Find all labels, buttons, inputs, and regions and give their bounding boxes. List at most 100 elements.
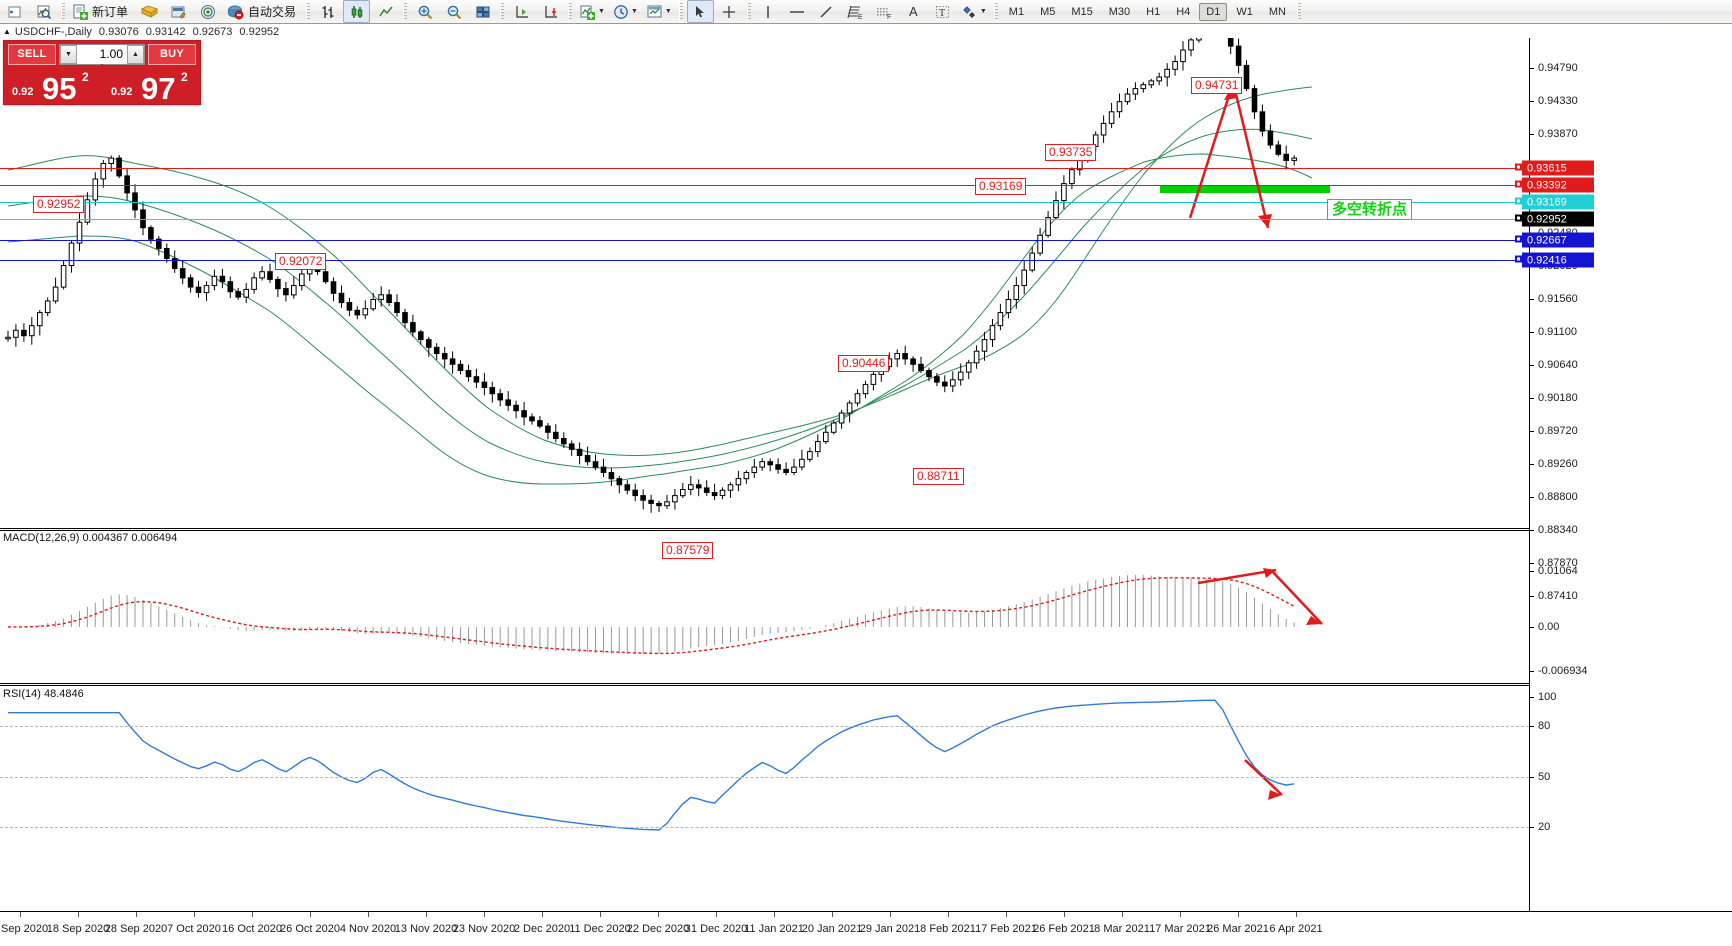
collapse-triangle-icon[interactable]: ▲ bbox=[3, 27, 11, 36]
rsi-pane[interactable]: RSI(14) 48.4846 bbox=[0, 687, 1529, 849]
price-badge-value: 0.93392 bbox=[1527, 179, 1567, 191]
buy-button[interactable]: BUY bbox=[148, 43, 196, 65]
price-annotation[interactable]: 0.87579 bbox=[662, 542, 714, 559]
templates-button[interactable]: ▼ bbox=[643, 0, 675, 23]
volume-decrease-button[interactable]: ▼ bbox=[60, 44, 77, 64]
volume-input[interactable]: 1.00 bbox=[99, 47, 123, 61]
trendline-tool[interactable] bbox=[813, 0, 840, 23]
timeframe-h1-button[interactable]: H1 bbox=[1146, 5, 1161, 18]
sell-button[interactable]: SELL bbox=[8, 43, 56, 65]
line-chart-button[interactable] bbox=[372, 0, 399, 23]
text-tool[interactable]: A bbox=[900, 0, 927, 23]
shapes-tool[interactable]: ▼ bbox=[958, 0, 990, 23]
buy-price[interactable]: 0.92 97 2 bbox=[103, 64, 200, 104]
volume-increase-button[interactable]: ▲ bbox=[127, 44, 144, 64]
horizontal-level-line[interactable] bbox=[0, 260, 1529, 261]
auto-scroll-button[interactable] bbox=[537, 0, 564, 23]
level-handle-icon[interactable] bbox=[1515, 255, 1522, 263]
market-watch-button[interactable] bbox=[30, 0, 57, 23]
level-handle-icon[interactable] bbox=[1515, 235, 1522, 243]
price-annotation[interactable]: 0.93735 bbox=[1045, 144, 1097, 161]
timeframe-m1-button[interactable]: M1 bbox=[1008, 5, 1025, 18]
cursor-tool[interactable] bbox=[686, 0, 714, 23]
horizontal-level-line[interactable] bbox=[0, 219, 1529, 220]
timeframe-m15-button[interactable]: M15 bbox=[1071, 5, 1093, 18]
date-tick bbox=[948, 912, 949, 917]
price-pane[interactable] bbox=[0, 38, 1529, 528]
support-zone-rect[interactable] bbox=[1160, 185, 1330, 193]
tile-windows-button[interactable] bbox=[469, 0, 496, 23]
period-button[interactable]: ▼ bbox=[610, 0, 641, 23]
price-annotation[interactable]: 0.92072 bbox=[275, 253, 327, 270]
chevron-down-icon[interactable]: ▼ bbox=[630, 8, 638, 15]
level-handle-icon[interactable] bbox=[1515, 163, 1522, 171]
timeframe-w1-button[interactable]: W1 bbox=[1236, 5, 1253, 18]
timeframe-m30-button[interactable]: M30 bbox=[1108, 5, 1131, 18]
fibonacci-tool[interactable]: E bbox=[842, 0, 869, 23]
rsi-projection-arrow[interactable] bbox=[1244, 759, 1283, 800]
horizontal-line-tool[interactable] bbox=[784, 0, 811, 23]
level-handle-icon[interactable] bbox=[1515, 214, 1522, 222]
signals-button[interactable] bbox=[194, 0, 221, 23]
metaeditor-button[interactable] bbox=[165, 0, 192, 23]
volume-stepper[interactable]: ▼ 1.00 ▲ bbox=[59, 43, 145, 65]
chevron-down-icon[interactable]: ▼ bbox=[598, 8, 605, 15]
zoom-in-icon bbox=[418, 5, 432, 19]
zoom-out-button[interactable] bbox=[440, 0, 467, 23]
vertical-line-tool[interactable] bbox=[755, 0, 782, 23]
equidistant-channel-tool[interactable]: F bbox=[871, 0, 898, 23]
price-badge-value: 0.93615 bbox=[1527, 162, 1567, 174]
level-handle-icon[interactable] bbox=[1515, 180, 1522, 188]
horizontal-level-line[interactable] bbox=[0, 240, 1529, 241]
chart-container[interactable]: MACD(12,26,9) 0.004367 0.006494 RSI(14) … bbox=[0, 38, 1732, 946]
horizontal-level-line[interactable] bbox=[0, 202, 1529, 203]
chevron-down-icon[interactable]: ▼ bbox=[664, 8, 672, 15]
price-badge[interactable]: 0.93615 bbox=[1515, 160, 1594, 176]
price-annotation[interactable]: 0.93169 bbox=[975, 178, 1027, 195]
macd-pane[interactable]: MACD(12,26,9) 0.004367 0.006494 bbox=[0, 531, 1529, 683]
sell-price[interactable]: 0.92 95 2 bbox=[4, 64, 101, 104]
level-handle-icon[interactable] bbox=[1515, 197, 1522, 205]
text-label-tool[interactable]: T bbox=[929, 0, 956, 23]
chevron-down-icon[interactable]: ▼ bbox=[979, 8, 987, 15]
chart-shift-button[interactable] bbox=[508, 0, 535, 23]
price-annotation[interactable]: 0.90446 bbox=[838, 355, 890, 372]
price-annotation[interactable]: 0.92952 bbox=[33, 196, 85, 213]
ohlc-close: 0.92952 bbox=[239, 25, 280, 38]
price-badge-value: 0.92416 bbox=[1527, 254, 1567, 266]
timeframe-mn-button[interactable]: MN bbox=[1268, 5, 1286, 18]
expert-advisors-button[interactable] bbox=[136, 0, 163, 23]
candlestick-chart-button[interactable] bbox=[343, 0, 371, 23]
zoom-in-button[interactable] bbox=[411, 0, 438, 23]
price-badge[interactable]: 0.93392 bbox=[1515, 177, 1594, 193]
crosshair-tool[interactable] bbox=[716, 0, 743, 23]
profiles-button[interactable] bbox=[1, 0, 28, 23]
price-badge[interactable]: 0.93169 bbox=[1515, 194, 1594, 210]
date-tick bbox=[252, 912, 253, 917]
price-annotation[interactable]: 0.94731 bbox=[1191, 77, 1243, 94]
price-annotation[interactable]: 0.88711 bbox=[913, 468, 964, 485]
rsi-chart-svg bbox=[8, 699, 1295, 831]
price-badge[interactable]: 0.92416 bbox=[1515, 252, 1594, 268]
horizontal-level-line[interactable] bbox=[0, 185, 1529, 186]
timeframe-h4-button[interactable]: H4 bbox=[1176, 5, 1191, 18]
horizontal-level-line[interactable] bbox=[0, 168, 1529, 169]
price-tick bbox=[1530, 299, 1534, 300]
new-order-button[interactable]: 新订单 bbox=[69, 0, 134, 23]
turning-point-annotation[interactable]: 多空转折点 bbox=[1327, 199, 1413, 220]
price-badge[interactable]: 0.92952 bbox=[1515, 211, 1594, 227]
zoom-out-icon bbox=[447, 5, 461, 19]
date-tick-label: 8 Mar 2021 bbox=[1094, 923, 1150, 935]
timeframe-d1-button[interactable]: D1 bbox=[1199, 2, 1228, 21]
rsi-label: RSI(14) 48.4846 bbox=[3, 688, 84, 700]
price-badge-value: 0.93169 bbox=[1527, 196, 1567, 208]
indicators-button[interactable]: ▼ bbox=[576, 0, 608, 23]
price-axis[interactable]: 0.947900.943300.938700.934100.929500.924… bbox=[1515, 38, 1732, 911]
buy-price-prefix: 0.92 bbox=[111, 86, 133, 98]
bar-chart-button[interactable] bbox=[314, 0, 341, 23]
macd-projection-arrows[interactable] bbox=[1197, 568, 1323, 625]
price-badge[interactable]: 0.92667 bbox=[1515, 232, 1594, 248]
autotrading-button[interactable]: 自动交易 bbox=[223, 0, 302, 23]
timeframe-m5-button[interactable]: M5 bbox=[1040, 5, 1056, 18]
